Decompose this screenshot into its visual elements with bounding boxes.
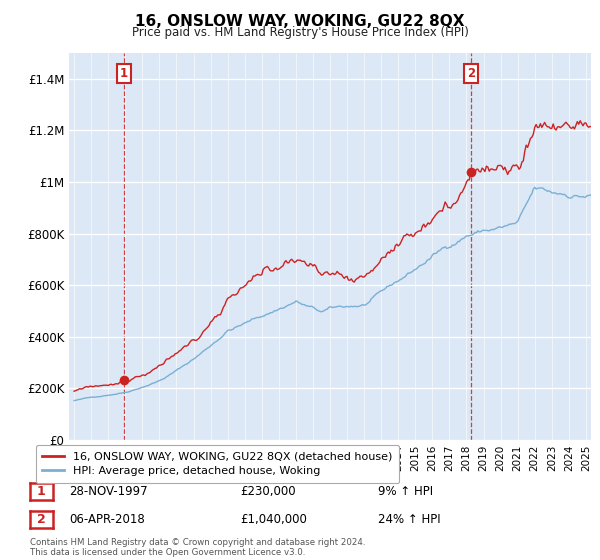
Text: Price paid vs. HM Land Registry's House Price Index (HPI): Price paid vs. HM Land Registry's House … <box>131 26 469 39</box>
Text: 06-APR-2018: 06-APR-2018 <box>69 512 145 526</box>
Text: 1: 1 <box>119 67 128 80</box>
Text: £230,000: £230,000 <box>240 484 296 498</box>
Text: 24% ↑ HPI: 24% ↑ HPI <box>378 512 440 526</box>
Text: 1: 1 <box>37 484 46 498</box>
Text: 2: 2 <box>467 67 475 80</box>
Legend: 16, ONSLOW WAY, WOKING, GU22 8QX (detached house), HPI: Average price, detached : 16, ONSLOW WAY, WOKING, GU22 8QX (detach… <box>35 445 400 483</box>
Text: £1,040,000: £1,040,000 <box>240 512 307 526</box>
Text: 16, ONSLOW WAY, WOKING, GU22 8QX: 16, ONSLOW WAY, WOKING, GU22 8QX <box>135 14 465 29</box>
Text: 9% ↑ HPI: 9% ↑ HPI <box>378 484 433 498</box>
Text: 28-NOV-1997: 28-NOV-1997 <box>69 484 148 498</box>
Text: Contains HM Land Registry data © Crown copyright and database right 2024.
This d: Contains HM Land Registry data © Crown c… <box>30 538 365 557</box>
Text: 2: 2 <box>37 512 46 526</box>
